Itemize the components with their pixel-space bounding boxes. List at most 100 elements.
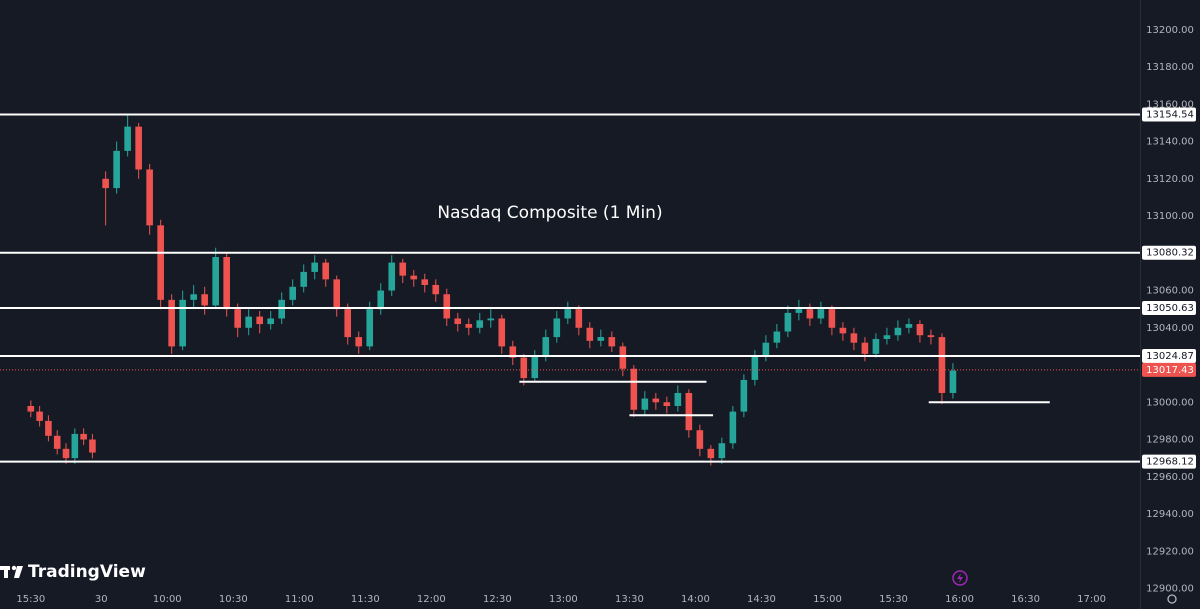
alert-circle[interactable] — [952, 570, 968, 586]
y-tick-label: 12900.00 — [1146, 584, 1194, 595]
candle-body — [157, 225, 164, 300]
candle-body — [476, 320, 484, 328]
candle-body — [685, 392, 693, 431]
level-label-box — [1142, 245, 1196, 260]
candle-body — [619, 346, 627, 369]
x-tick-label: 16:30 — [1011, 594, 1040, 605]
candle-body — [179, 299, 186, 347]
y-tick-label: 12980.00 — [1146, 435, 1194, 446]
candle-body — [641, 398, 649, 410]
level-label: 13080.32 — [1146, 248, 1194, 259]
logo-stem — [4, 566, 8, 578]
candle-body — [883, 335, 891, 339]
level-label: 13024.87 — [1146, 351, 1194, 362]
level-label: 12968.12 — [1146, 457, 1194, 468]
candle-body — [245, 316, 252, 328]
candle-body — [36, 411, 43, 421]
candle-body — [806, 309, 814, 319]
x-tick-label: 13:30 — [615, 594, 644, 605]
candle-body — [949, 370, 957, 393]
candle-body — [828, 309, 836, 328]
candle-body — [509, 346, 517, 358]
y-tick-label: 13060.00 — [1146, 286, 1194, 297]
y-tick-label: 13100.00 — [1146, 211, 1194, 222]
y-tick-label: 12940.00 — [1146, 509, 1194, 520]
candle-body — [234, 309, 241, 328]
candle-body — [520, 357, 528, 379]
candle-body — [872, 338, 880, 354]
candle-body — [124, 126, 131, 151]
candle-body — [89, 439, 96, 453]
candle-body — [751, 355, 759, 380]
candle-body — [597, 337, 605, 341]
candle-body — [443, 294, 451, 319]
level-label-box — [1142, 107, 1196, 122]
candle-body — [333, 279, 341, 310]
candle-body — [421, 279, 429, 285]
x-tick-label: 16:00 — [945, 594, 974, 605]
candle-body — [80, 433, 87, 440]
candle-body — [223, 257, 230, 310]
candle-body — [377, 290, 385, 310]
settings-icon[interactable] — [1167, 594, 1177, 604]
candle-body — [45, 420, 52, 436]
candle-body — [102, 178, 109, 189]
candle-body — [498, 318, 506, 347]
candle-body — [773, 331, 781, 343]
x-tick-label: 13:00 — [549, 594, 578, 605]
x-tick-label: 11:30 — [351, 594, 380, 605]
x-tick-label: 15:00 — [813, 594, 842, 605]
alert-bolt[interactable] — [957, 573, 963, 583]
x-tick-label: 14:30 — [747, 594, 776, 605]
x-tick-label: 14:00 — [681, 594, 710, 605]
candle-body — [740, 379, 748, 412]
x-tick-label: 15:30 — [16, 594, 45, 605]
candle-body — [201, 294, 208, 306]
candle-body — [487, 318, 495, 321]
y-tick-label: 13160.00 — [1146, 99, 1194, 110]
y-tick-label: 13120.00 — [1146, 174, 1194, 185]
candle-body — [135, 126, 142, 170]
x-tick-label: 12:00 — [417, 594, 446, 605]
candle-body — [71, 433, 79, 459]
candle-body — [718, 443, 726, 459]
candle-body — [454, 318, 462, 325]
candle-body — [575, 309, 583, 328]
candle-body — [300, 271, 308, 287]
candle-body — [729, 411, 737, 444]
y-tick-label: 13040.00 — [1146, 323, 1194, 334]
candle-body — [663, 402, 671, 406]
candle-body — [113, 150, 120, 189]
last-price-label: 13017.43 — [1146, 365, 1194, 376]
candle-body — [256, 316, 263, 325]
candle-body — [399, 262, 407, 276]
level-label-box — [1142, 300, 1196, 315]
candle-body — [344, 309, 352, 338]
level-label: 13154.54 — [1146, 109, 1194, 120]
candle-body — [366, 309, 374, 347]
candle-body — [817, 309, 825, 319]
candle-body — [322, 262, 330, 280]
x-tick-label: 10:30 — [219, 594, 248, 605]
candle-body — [861, 342, 869, 354]
candle-body — [410, 275, 418, 280]
x-tick-label: 15:30 — [879, 594, 908, 605]
brand-logo: TradingView — [0, 562, 146, 582]
candle-body — [850, 333, 858, 343]
chart-title: Nasdaq Composite (1 Min) — [437, 203, 662, 223]
candle-body — [707, 448, 715, 459]
settings-gear[interactable] — [1167, 594, 1177, 604]
candle-body — [696, 430, 704, 449]
candle-body — [586, 327, 594, 341]
x-tick-label: 17:00 — [1077, 594, 1106, 605]
candle-body — [53, 435, 61, 449]
candle-body — [62, 448, 70, 459]
candle-body — [465, 324, 473, 328]
candle-body — [564, 309, 572, 319]
candle-body — [927, 335, 935, 338]
candle-body — [168, 299, 175, 347]
candle-body — [432, 284, 440, 295]
alert-icon[interactable] — [952, 570, 968, 586]
